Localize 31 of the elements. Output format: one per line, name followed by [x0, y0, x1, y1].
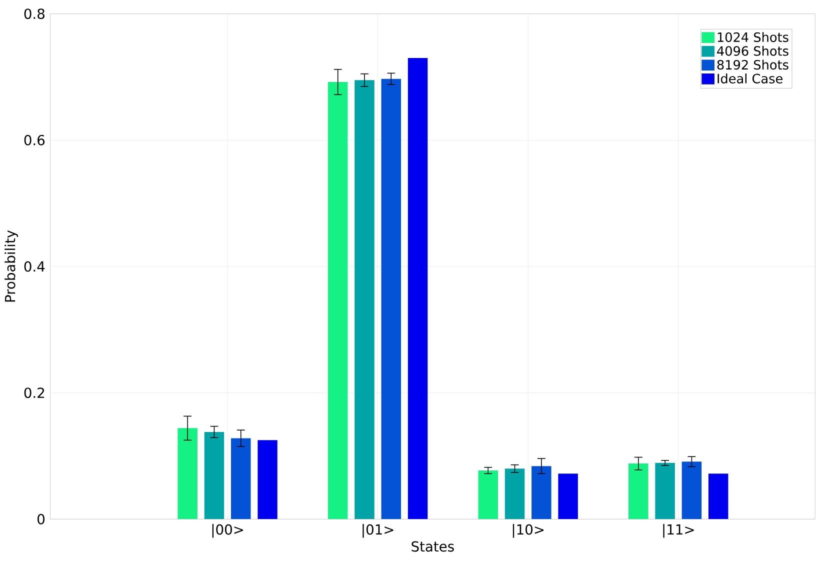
bar: [558, 473, 578, 519]
legend-label: 1024 Shots: [718, 32, 788, 42]
y-tick-label: 0.8: [24, 8, 44, 19]
bar: [532, 466, 552, 519]
bar: [408, 58, 428, 519]
legend-label: Ideal Case: [718, 73, 782, 84]
bar: [328, 82, 348, 519]
bar: [381, 78, 402, 519]
bar: [230, 438, 251, 519]
legend-label: 4096 Shots: [717, 46, 788, 56]
x-tick-label: |00>: [212, 524, 243, 538]
bar: [258, 440, 278, 519]
bar: [354, 80, 374, 519]
bar: [504, 468, 525, 519]
y-tick-label: 0.2: [24, 387, 44, 398]
y-tick-label: 0.4: [24, 261, 45, 272]
bar: [708, 473, 728, 519]
bar: [478, 470, 498, 519]
y-tick-label: 0: [38, 514, 45, 524]
x-tick-label: |11>: [663, 524, 694, 538]
x-axis-title: States: [412, 541, 454, 552]
y-axis-title: Probability: [4, 230, 18, 302]
bar: [655, 462, 675, 519]
x-tick-label: |10>: [512, 524, 544, 538]
x-tick-label: |01>: [362, 524, 394, 538]
bar: [204, 432, 224, 519]
bar: [682, 461, 702, 519]
bar: [628, 463, 648, 519]
legend-label: 8192 Shots: [717, 59, 788, 70]
bar: [178, 428, 198, 519]
y-tick-label: 0.6: [24, 134, 45, 146]
